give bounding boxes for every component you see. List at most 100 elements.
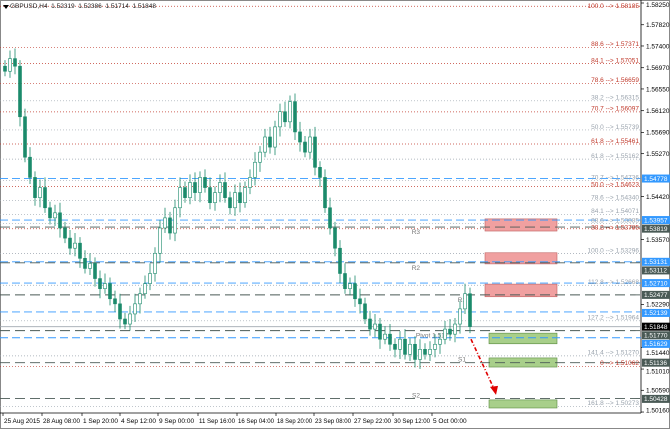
candle-body bbox=[128, 313, 132, 325]
candle-body bbox=[463, 293, 467, 310]
candle-body bbox=[308, 136, 312, 153]
candle-body bbox=[103, 283, 107, 289]
candle-body bbox=[158, 227, 162, 254]
candle-body bbox=[228, 197, 232, 209]
candle-body bbox=[353, 283, 357, 300]
candle-body bbox=[48, 207, 52, 219]
price-axis-label: 1.55690 bbox=[646, 130, 670, 137]
candle-body bbox=[263, 136, 267, 153]
fib-level-label: 84.1 --> 1.57051 bbox=[591, 57, 639, 64]
dropdown-triangle-icon[interactable] bbox=[3, 5, 9, 9]
price-axis-label: 1.56550 bbox=[646, 86, 670, 93]
candle-body bbox=[373, 323, 377, 330]
time-axis-label: 30 Sep 12:00 bbox=[394, 418, 430, 425]
resistance-zone bbox=[484, 218, 558, 232]
candle-body bbox=[143, 283, 147, 295]
candle-body bbox=[468, 293, 472, 327]
candle-body bbox=[268, 136, 272, 148]
candle-body bbox=[153, 252, 157, 274]
candle-body bbox=[233, 192, 237, 209]
fib-level-label: 50.0 --> 1.55739 bbox=[591, 124, 639, 131]
candle-body bbox=[213, 192, 217, 204]
price-axis-label: 1.53570 bbox=[646, 237, 670, 244]
pivot-label: S2 bbox=[412, 392, 420, 399]
candle-body bbox=[288, 101, 292, 123]
fib-level-label: 70.7 --> 1.54736 bbox=[591, 174, 639, 181]
candle-body bbox=[83, 258, 87, 269]
price-tag-blue bbox=[642, 174, 670, 183]
candle-body bbox=[178, 187, 182, 209]
candle-body bbox=[98, 278, 102, 289]
candle-body bbox=[238, 192, 242, 204]
fib-level-label: 127.2 --> 1.51964 bbox=[588, 315, 640, 322]
candle-body bbox=[448, 328, 452, 335]
pivot-label: Pivot 1.5177 bbox=[416, 333, 453, 340]
price-tag-dark bbox=[642, 290, 670, 299]
candle-body bbox=[253, 161, 257, 178]
candle-body bbox=[108, 283, 112, 300]
fib-level-label: 78.6 --> 1.56659 bbox=[591, 77, 639, 84]
price-axis-label: 1.50160 bbox=[646, 407, 670, 414]
price-tag-blue bbox=[642, 279, 670, 288]
price-tag-label: 1.52477 bbox=[644, 292, 668, 299]
price-tag-label: 1.52710 bbox=[644, 280, 668, 287]
candle-body bbox=[173, 207, 177, 234]
price-axis-label: 1.58250 bbox=[646, 2, 670, 9]
candle-body bbox=[193, 182, 197, 193]
candle-body bbox=[358, 298, 362, 305]
candle-body bbox=[188, 182, 192, 198]
candle-body bbox=[458, 308, 462, 325]
price-tag-dark bbox=[642, 358, 670, 367]
candle-body bbox=[8, 58, 12, 72]
price-axis-label: 1.55270 bbox=[646, 151, 670, 158]
time-axis-label: 5 Oct 00:00 bbox=[433, 418, 467, 425]
price-tag-label: 1.51629 bbox=[644, 341, 668, 348]
candle-body bbox=[18, 65, 22, 118]
price-tag-dark bbox=[642, 266, 670, 275]
price-tag-dark bbox=[642, 394, 670, 403]
candle-body bbox=[443, 328, 447, 340]
candle-body bbox=[63, 227, 67, 239]
price-tag-label: 1.53957 bbox=[644, 217, 668, 224]
candle-body bbox=[118, 303, 122, 320]
resistance-zone bbox=[484, 283, 558, 298]
candle-body bbox=[298, 131, 302, 143]
pivot-label: R1 bbox=[458, 297, 467, 304]
fib-level-label: 61.8 --> 1.55162 bbox=[591, 153, 639, 160]
support-zone bbox=[488, 332, 558, 345]
candle-body bbox=[378, 323, 382, 340]
candle-body bbox=[383, 333, 387, 340]
fib-level-label: 161.8 --> 1.50273 bbox=[588, 400, 640, 407]
candle-body bbox=[243, 187, 247, 204]
price-axis-label: 1.51010 bbox=[646, 369, 670, 376]
price-tag-blue bbox=[642, 257, 670, 266]
price-tag-label: 1.54778 bbox=[644, 176, 668, 183]
price-tag-label: 1.51848 bbox=[644, 324, 668, 331]
candle-body bbox=[163, 217, 167, 229]
price-tag-blue bbox=[642, 308, 670, 317]
price-axis-label: 1.52290 bbox=[646, 302, 670, 309]
candle-body bbox=[283, 111, 287, 123]
candle-body bbox=[333, 227, 337, 249]
pivot-label: S1 bbox=[458, 357, 466, 364]
time-axis-label: 27 Sep 22:00 bbox=[354, 418, 391, 425]
fib-level-label: 78.6 --> 1.54340 bbox=[591, 194, 639, 201]
fib-level-label: 100.0 --> 1.58185 bbox=[588, 3, 640, 10]
candle-body bbox=[78, 242, 82, 259]
candle-body bbox=[363, 303, 367, 320]
candle-body bbox=[438, 338, 442, 345]
fib-level-label: 88.6 --> 1.57371 bbox=[591, 41, 639, 48]
candle-body bbox=[33, 177, 37, 198]
candle-body bbox=[58, 212, 62, 229]
fib-level-label: 84.1 --> 1.54071 bbox=[591, 208, 639, 215]
fib-level-label: 50.0 --> 1.54623 bbox=[591, 182, 639, 189]
fib-level-label: 112.8 --> 1.52668 bbox=[588, 279, 639, 286]
candle-body bbox=[273, 126, 277, 148]
price-tag-label: 1.53112 bbox=[644, 268, 667, 275]
candle-body bbox=[68, 237, 72, 249]
time-axis-label: 18 Sep 20:00 bbox=[277, 418, 312, 425]
candle-body bbox=[28, 156, 32, 178]
fib-level-label: 141.4 --> 1.51270 bbox=[588, 350, 640, 357]
